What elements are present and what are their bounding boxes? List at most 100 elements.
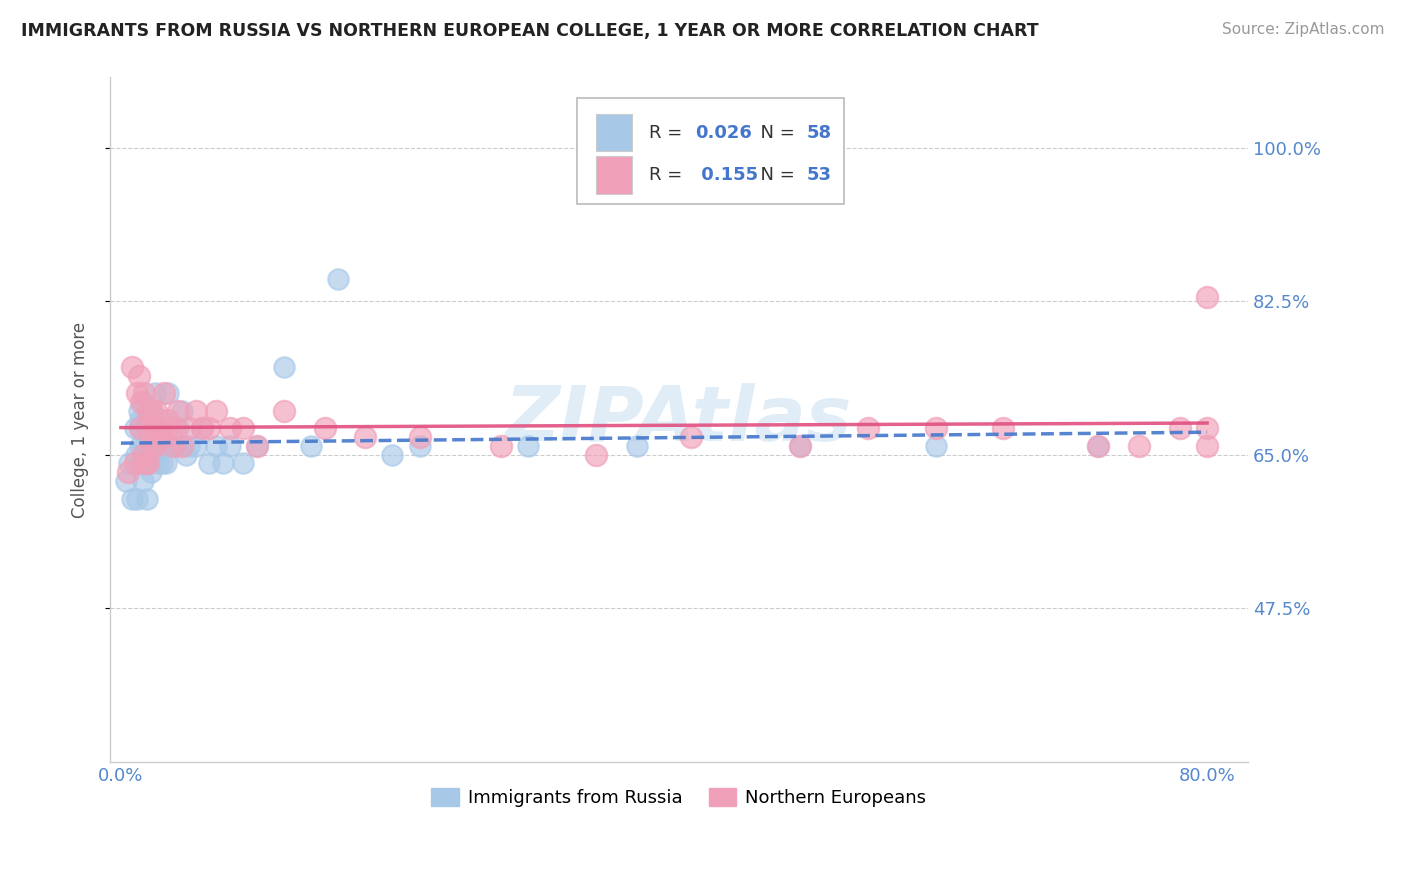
Point (191, 421, 214, 435)
Point (131, 395, 153, 409)
Point (150, 457, 173, 471)
Legend: Immigrants from Russia, Northern Europeans: Immigrants from Russia, Northern Europea… (425, 780, 934, 814)
Point (129, 421, 152, 435)
Point (177, 421, 200, 435)
Text: 0.026: 0.026 (695, 123, 752, 142)
Point (129, 395, 152, 409)
Point (118, 457, 141, 471)
Point (198, 421, 221, 435)
Point (142, 439, 165, 453)
Point (1087, 439, 1109, 453)
Point (141, 404, 163, 418)
Point (157, 412, 180, 426)
Text: ZIPAtlas: ZIPAtlas (505, 383, 852, 457)
Point (117, 465, 139, 479)
Point (136, 404, 159, 418)
Point (128, 404, 150, 418)
Point (139, 439, 162, 453)
Point (148, 421, 170, 435)
Text: 58: 58 (807, 123, 831, 142)
Bar (596, 113, 633, 152)
Point (131, 448, 153, 462)
Point (127, 386, 149, 401)
Point (124, 457, 146, 471)
Point (681, 430, 703, 444)
Point (354, 430, 377, 444)
Point (115, 474, 138, 488)
Point (177, 439, 200, 453)
Point (150, 412, 173, 426)
Point (246, 439, 269, 453)
Point (134, 448, 156, 462)
Point (143, 386, 166, 401)
Point (1197, 290, 1219, 304)
Point (136, 412, 159, 426)
Point (145, 448, 167, 462)
Point (314, 421, 336, 435)
Point (273, 359, 295, 374)
Point (408, 430, 430, 444)
Point (1197, 421, 1219, 435)
Point (517, 439, 540, 453)
Point (205, 404, 228, 418)
Point (626, 439, 648, 453)
Point (156, 421, 179, 435)
Point (167, 421, 190, 435)
Point (924, 421, 946, 435)
Text: N =: N = (749, 123, 801, 142)
Point (198, 457, 221, 471)
Point (135, 491, 157, 506)
Point (1197, 439, 1219, 453)
Point (121, 491, 143, 506)
Point (184, 404, 207, 418)
Point (174, 448, 197, 462)
Point (170, 439, 193, 453)
Point (139, 465, 162, 479)
Point (136, 457, 159, 471)
Point (139, 439, 162, 453)
Point (165, 439, 187, 453)
Point (135, 421, 157, 435)
Point (246, 439, 269, 453)
Y-axis label: College, 1 year or more: College, 1 year or more (72, 321, 89, 517)
Text: IMMIGRANTS FROM RUSSIA VS NORTHERN EUROPEAN COLLEGE, 1 YEAR OR MORE CORRELATION : IMMIGRANTS FROM RUSSIA VS NORTHERN EUROP… (21, 22, 1039, 40)
Point (299, 439, 322, 453)
Point (924, 439, 946, 453)
Point (1087, 439, 1109, 453)
Point (143, 439, 166, 453)
Point (489, 439, 512, 453)
Point (129, 412, 152, 426)
Point (1128, 439, 1150, 453)
Point (155, 457, 177, 471)
Point (124, 421, 146, 435)
Point (162, 439, 184, 453)
Point (1168, 421, 1191, 435)
Point (184, 439, 207, 453)
Point (153, 386, 176, 401)
Point (993, 421, 1015, 435)
Point (585, 448, 607, 462)
Point (150, 430, 173, 444)
Point (134, 412, 156, 426)
Point (131, 474, 153, 488)
Point (232, 421, 254, 435)
Point (145, 404, 167, 418)
Text: R =: R = (650, 123, 689, 142)
Point (153, 439, 176, 453)
Point (205, 439, 228, 453)
Point (273, 404, 295, 418)
Point (132, 439, 155, 453)
Bar (596, 156, 633, 194)
Point (162, 439, 184, 453)
Point (125, 448, 148, 462)
Point (127, 491, 149, 506)
Text: N =: N = (749, 166, 801, 184)
Point (856, 421, 879, 435)
Point (408, 439, 430, 453)
Point (157, 386, 180, 401)
Point (167, 404, 190, 418)
Point (142, 421, 165, 435)
Point (328, 272, 350, 286)
Point (218, 439, 240, 453)
Point (136, 457, 159, 471)
